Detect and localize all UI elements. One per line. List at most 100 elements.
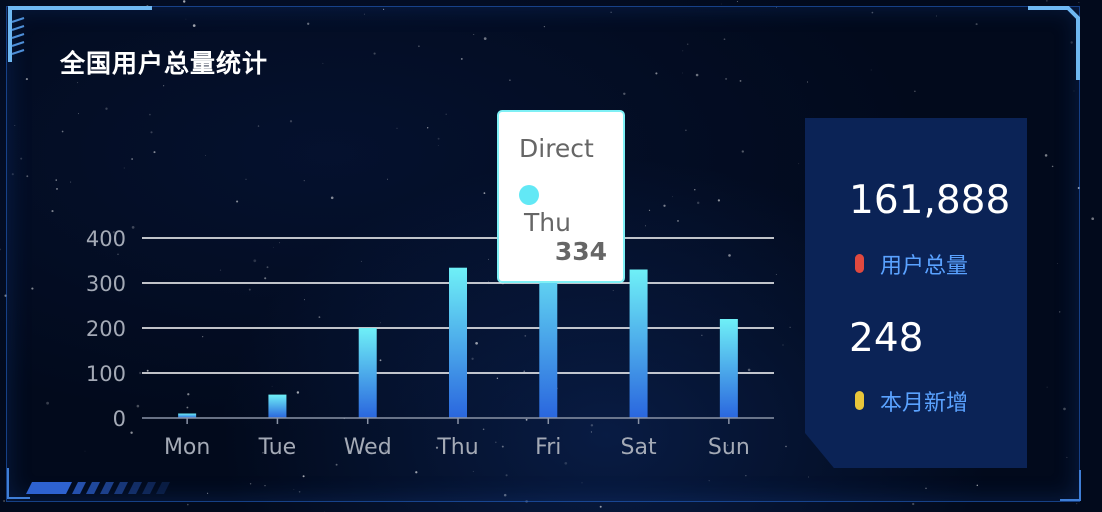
bar-sun[interactable] xyxy=(719,319,738,418)
star xyxy=(1066,456,1068,458)
x-tick-label: Tue xyxy=(258,435,297,460)
star xyxy=(775,274,777,275)
chart-tooltip: Direct Thu 334 xyxy=(497,110,625,283)
x-tick-label: Mon xyxy=(164,435,210,460)
star xyxy=(564,461,568,465)
tooltip-series-name: Direct xyxy=(519,134,594,163)
monthly-new-dot-icon xyxy=(855,391,864,410)
star xyxy=(293,489,295,491)
star xyxy=(672,196,673,198)
star xyxy=(488,258,489,260)
star xyxy=(471,357,474,360)
star xyxy=(590,424,594,427)
star xyxy=(84,450,86,452)
star xyxy=(335,463,338,466)
star xyxy=(55,179,57,181)
y-tick-label: 100 xyxy=(86,362,126,386)
star xyxy=(322,62,324,64)
monthly-new-value: 248 xyxy=(849,316,924,361)
bar-fri[interactable] xyxy=(539,242,558,419)
star xyxy=(373,52,376,55)
star xyxy=(798,163,800,165)
star xyxy=(696,201,700,205)
star xyxy=(307,22,310,25)
bar-tue[interactable] xyxy=(268,394,287,418)
star xyxy=(264,277,267,280)
axes: 0 100 200 300 400 Mon Tue Wed Thu Fri Sat Sun xyxy=(86,227,774,460)
star xyxy=(360,260,362,262)
star xyxy=(483,37,487,40)
star xyxy=(807,81,809,83)
star xyxy=(524,335,527,337)
star xyxy=(610,11,612,13)
top-left-stripes-icon xyxy=(11,17,25,55)
star xyxy=(3,500,6,502)
star xyxy=(808,476,809,478)
star xyxy=(720,3,722,5)
star xyxy=(187,393,190,396)
star xyxy=(202,336,204,338)
star xyxy=(473,33,475,35)
star xyxy=(318,316,321,318)
star xyxy=(192,24,196,27)
star xyxy=(31,287,34,290)
bottom-left-stripes-icon xyxy=(26,482,170,494)
y-tick-label: 300 xyxy=(86,272,126,296)
star xyxy=(396,127,398,129)
star xyxy=(56,188,58,190)
star xyxy=(1046,386,1048,388)
star xyxy=(701,334,703,336)
star xyxy=(303,179,305,182)
star xyxy=(725,77,728,80)
star xyxy=(70,181,72,183)
star xyxy=(415,471,418,474)
star xyxy=(77,113,79,115)
star xyxy=(253,259,257,263)
star xyxy=(727,444,729,446)
star xyxy=(677,220,679,222)
star xyxy=(163,85,165,87)
star xyxy=(112,231,115,234)
bar-thu[interactable] xyxy=(449,267,467,418)
star xyxy=(736,0,738,3)
star xyxy=(185,18,187,20)
star xyxy=(1059,311,1061,313)
star xyxy=(379,322,381,324)
star xyxy=(1076,503,1078,505)
bar-mon[interactable] xyxy=(178,413,197,419)
top-left-corner xyxy=(8,6,152,62)
top-right-corner xyxy=(1028,6,1080,80)
y-tick-label: 200 xyxy=(86,317,126,341)
star xyxy=(581,482,583,484)
star xyxy=(304,299,305,301)
star xyxy=(130,431,133,434)
star xyxy=(105,107,108,110)
star xyxy=(138,371,142,375)
star xyxy=(25,78,28,81)
star xyxy=(383,8,385,10)
star xyxy=(785,445,787,448)
star xyxy=(330,196,334,200)
star xyxy=(475,341,478,345)
star xyxy=(912,502,915,506)
star xyxy=(505,474,508,477)
bar-wed[interactable] xyxy=(358,328,377,418)
star xyxy=(182,0,186,3)
star xyxy=(623,92,626,96)
star xyxy=(460,57,463,60)
star xyxy=(739,79,742,82)
star xyxy=(153,151,156,154)
star xyxy=(324,510,325,512)
star xyxy=(741,150,744,153)
star xyxy=(204,155,206,157)
star xyxy=(745,475,747,477)
star xyxy=(728,254,731,257)
star xyxy=(747,368,751,372)
star xyxy=(363,13,365,15)
star xyxy=(26,175,29,178)
bar-sat[interactable] xyxy=(629,269,648,419)
star xyxy=(1078,2,1080,4)
star xyxy=(437,137,440,140)
star xyxy=(11,173,14,176)
